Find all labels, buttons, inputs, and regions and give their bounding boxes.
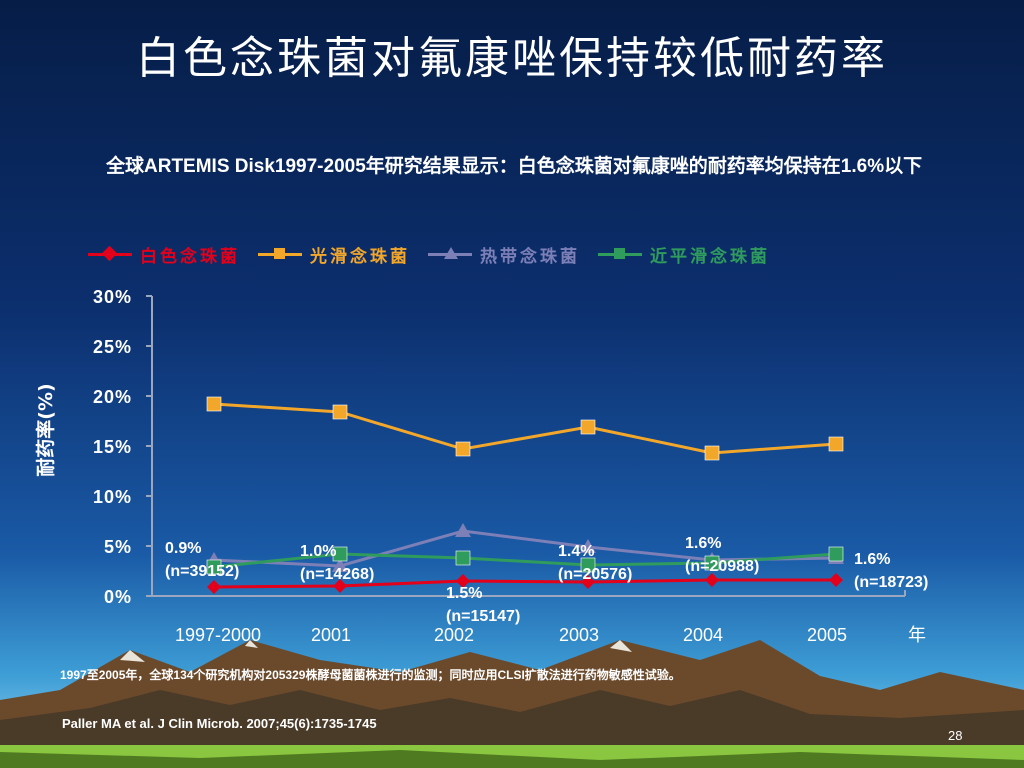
- annotation-sample-size: (n=39152): [165, 563, 239, 580]
- square-marker-icon: [614, 247, 625, 259]
- chart-legend: 白色念珠菌 光滑念珠菌 热带念珠菌 近平滑念珠菌: [88, 238, 788, 270]
- data-point-square: [580, 419, 596, 435]
- data-point-square: [332, 546, 348, 562]
- annotation-percent: 1.0%: [300, 543, 336, 560]
- data-point-diamond: [207, 580, 221, 594]
- x-axis-unit-label: 年: [908, 625, 926, 646]
- data-point-square: [332, 404, 348, 420]
- y-tick-label: 0%: [104, 587, 132, 607]
- data-point-square: [206, 396, 222, 412]
- annotation-percent: 1.4%: [558, 543, 594, 560]
- x-tick-label: 1997-2000: [175, 625, 261, 645]
- y-tick-label: 30%: [93, 287, 132, 307]
- legend-label-albicans: 白色念珠菌: [140, 246, 240, 267]
- legend-label-glabrata: 光滑念珠菌: [310, 246, 410, 267]
- x-tick-label: 2002: [434, 625, 474, 645]
- legend-line-parapsilosis: [598, 247, 642, 259]
- data-point-diamond: [829, 573, 843, 587]
- legend-item-tropicalis: 热带念珠菌: [428, 242, 580, 267]
- chart-axes: 0% 5% 10% 15% 20% 25% 30% 耐药率(%) 1997-2000 2001 20…: [34, 287, 926, 646]
- data-point-square: [455, 441, 471, 457]
- annotation-percent: 1.6%: [854, 551, 890, 568]
- data-point-triangle: [332, 558, 348, 572]
- legend-line-glabrata: [258, 247, 302, 259]
- data-point-triangle: [455, 523, 471, 537]
- chart-series: [206, 396, 844, 594]
- data-point-triangle: [580, 539, 596, 553]
- y-tick-label: 15%: [93, 437, 132, 457]
- square-marker-icon: [274, 247, 285, 259]
- data-point-square: [828, 436, 844, 452]
- data-point-square: [704, 555, 720, 571]
- annotation-percent: 1.5%: [446, 585, 482, 602]
- data-point-square: [580, 557, 596, 573]
- data-point-diamond: [333, 579, 347, 593]
- legend-item-parapsilosis: 近平滑念珠菌: [598, 242, 770, 267]
- series-line-1: [213, 402, 837, 455]
- data-point-square: [206, 559, 222, 575]
- legend-line-albicans: [88, 245, 132, 261]
- y-tick-label: 10%: [93, 487, 132, 507]
- data-point-diamond: [581, 575, 595, 589]
- mountain-backdrop: [0, 640, 1024, 768]
- y-axis-label: 耐药率(%): [34, 383, 57, 476]
- y-tick-label: 20%: [93, 387, 132, 407]
- legend-line-tropicalis: [428, 246, 472, 259]
- annotation-percent: 0.9%: [165, 540, 201, 557]
- triangle-marker-icon: [444, 246, 458, 259]
- x-tick-label: 2003: [559, 625, 599, 645]
- x-tick-label: 2001: [311, 625, 351, 645]
- legend-item-albicans: 白色念珠菌: [88, 242, 240, 267]
- series-line-2: [213, 529, 837, 568]
- data-point-square: [704, 445, 720, 461]
- legend-label-parapsilosis: 近平滑念珠菌: [650, 246, 770, 267]
- slide-subtitle: 全球ARTEMIS Disk1997-2005年研究结果显示：白色念珠菌对氟康唑…: [106, 156, 923, 177]
- x-tick-label: 2005: [807, 625, 847, 645]
- annotation-sample-size: (n=20576): [558, 566, 632, 583]
- legend-label-tropicalis: 热带念珠菌: [480, 246, 580, 267]
- data-point-diamond: [456, 574, 470, 588]
- data-point-square: [828, 546, 844, 562]
- reference-citation: Paller MA et al. J Clin Microb. 2007;45(…: [62, 716, 377, 731]
- series-line-0: [213, 578, 836, 589]
- footnote: 1997至2005年，全球134个研究机构对205329株酵母菌菌株进行的监测；…: [60, 668, 681, 682]
- data-point-diamond: [705, 573, 719, 587]
- legend-item-glabrata: 光滑念珠菌: [258, 242, 410, 267]
- annotation-sample-size: (n=15147): [446, 608, 520, 625]
- annotation-sample-size: (n=18723): [854, 574, 928, 591]
- x-tick-label: 2004: [683, 625, 723, 645]
- chart-labels: 0.9% (n=39152) 1.0% (n=14268) 1.5% (n=15147) 1…: [165, 535, 928, 625]
- annotation-sample-size: (n=20988): [685, 558, 759, 575]
- y-tick-label: 5%: [104, 537, 132, 557]
- annotation-percent: 1.6%: [685, 535, 721, 552]
- y-tick-label: 25%: [93, 337, 132, 357]
- slide-title: 白色念珠菌对氟康唑保持较低耐药率: [136, 33, 888, 84]
- data-point-square: [455, 550, 471, 566]
- annotation-sample-size: (n=14268): [300, 566, 374, 583]
- page-number: 28: [948, 728, 963, 743]
- series-line-3: [213, 552, 837, 569]
